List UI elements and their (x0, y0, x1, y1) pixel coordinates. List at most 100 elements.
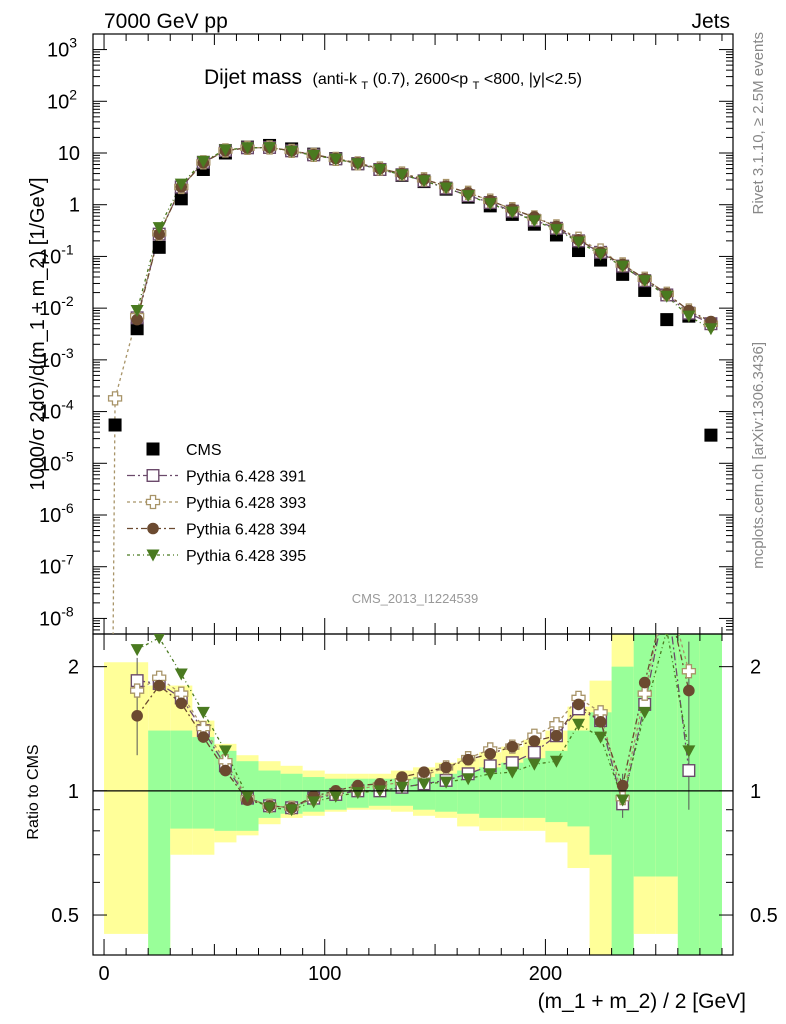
ratio-point-p394 (440, 761, 452, 774)
ratio-point-p395 (153, 634, 165, 645)
ratio-point-p393 (129, 683, 145, 698)
point-p395 (682, 310, 696, 323)
point-p395 (417, 175, 431, 188)
point-p395 (616, 260, 630, 273)
point-p395 (549, 224, 563, 237)
point-p395 (240, 142, 254, 155)
y-tick-label: 1 (69, 195, 80, 217)
ratio-point-p395 (682, 745, 696, 758)
ratio-y-tick-label: 1 (68, 781, 79, 803)
legend-marker-p395 (146, 549, 160, 562)
title-cut-a-sub: T (361, 80, 368, 92)
title-cut-b-sub: T (473, 80, 480, 92)
main-y-axis: 10-8 10-7 10-6 10-5 10-4 10-3 10-2 10-1 1 10 102 10… (39, 33, 733, 635)
ratio-point-p395 (483, 768, 497, 781)
point-cms (704, 428, 718, 442)
ratio-point-p395 (665, 634, 669, 637)
inner-band-bin (479, 767, 502, 818)
series-line-p393-tail (112, 398, 116, 634)
ratio-point-p395 (439, 776, 453, 789)
plot-title: Dijet mass (anti-k T (0.7), 2600<p T <80… (204, 66, 582, 93)
x-tick-label: 100 (308, 963, 341, 985)
point-p395 (373, 163, 387, 176)
ratio-point-p395 (417, 778, 431, 791)
point-p395 (594, 248, 608, 261)
ratio-point-p394 (572, 698, 585, 711)
ratio-y-tick-label-right: 2 (750, 657, 761, 679)
ratio-point-p394 (396, 771, 408, 783)
ratio-point-p393 (637, 686, 652, 701)
point-p395 (483, 198, 497, 211)
inner-band-bin (457, 770, 480, 814)
ratio-point-p394 (175, 697, 188, 710)
point-p395 (130, 305, 144, 318)
point-cms (660, 313, 674, 327)
ratio-point-p395 (594, 731, 608, 744)
ratio-point-p395 (240, 790, 254, 803)
legend: CMS Pythia 6.428 391 Pythia 6.428 393 Pythi… (127, 442, 306, 565)
point-p395 (572, 236, 586, 249)
point-p395 (196, 155, 210, 168)
point-p395 (395, 169, 409, 182)
rivet-label: Rivet 3.1.10, ≥ 2.5M events (750, 32, 767, 215)
ratio-point-p394 (550, 729, 563, 742)
y-tick-label: 10-3 (39, 345, 74, 372)
ratio-point-p391 (661, 588, 673, 600)
series-line-p393 (114, 146, 712, 399)
ratio-point-p395 (174, 668, 188, 681)
ratio-point-p393 (660, 582, 673, 595)
analysis-watermark: CMS_2013_I1224539 (352, 591, 479, 606)
ratio-point-p394 (219, 764, 232, 777)
x-tick-label: 0 (98, 963, 109, 985)
point-p395 (660, 290, 674, 303)
inner-band-bin (699, 634, 722, 955)
ratio-y-tick-label: 2 (68, 657, 79, 679)
point-p395 (152, 222, 166, 235)
point-cms (174, 192, 188, 206)
ratio-point-p394 (638, 676, 651, 689)
ratio-point-p395 (263, 802, 277, 815)
ratio-point-p394 (506, 740, 519, 753)
ratio-point-p395 (351, 787, 365, 800)
inner-band-bin (148, 730, 171, 955)
ratio-point-p395 (527, 758, 541, 771)
inner-band-bin (655, 634, 678, 877)
ratio-y-label: Ratio to CMS (25, 744, 42, 839)
y-tick-label: 102 (47, 86, 77, 113)
ratio-point-p395 (395, 781, 409, 794)
point-p393 (107, 391, 123, 406)
x-tick-label: 200 (529, 963, 562, 985)
inner-band-bin (545, 750, 568, 823)
ratio-point-p395 (285, 804, 299, 817)
outer-band-bin (104, 662, 149, 934)
ratio-point-p393 (549, 717, 564, 732)
legend-marker-cms (146, 442, 160, 456)
ratio-point-p395 (329, 790, 343, 803)
ratio-y-tick-label-right: 1 (750, 781, 761, 803)
legend-label-p395: Pythia 6.428 395 (186, 548, 306, 565)
point-p395 (218, 144, 232, 157)
point-p395 (638, 275, 652, 288)
ratio-point-p395 (572, 718, 586, 731)
legend-label-p391: Pythia 6.428 391 (186, 469, 306, 486)
point-cms (130, 322, 144, 336)
header-left: 7000 GeV pp (104, 10, 228, 33)
y-tick-label: 10-6 (39, 500, 74, 527)
ratio-point-p395 (638, 706, 652, 719)
ratio-y-tick-label: 0.5 (51, 905, 79, 927)
ratio-point-p394 (153, 679, 166, 692)
ratio-point-p391 (527, 745, 541, 759)
ratio-point-p394 (462, 753, 474, 766)
title-cut-a: (anti-k (312, 71, 357, 88)
point-p394 (131, 313, 143, 326)
ratio-point-p394 (484, 747, 497, 760)
y-tick-label: 10-2 (39, 293, 74, 320)
legend-label-p393: Pythia 6.428 393 (186, 495, 306, 512)
point-p395 (329, 153, 343, 166)
series-line-p395 (136, 146, 712, 330)
ratio-point-p394 (131, 710, 143, 722)
point-p395 (351, 158, 365, 171)
legend-label-p394: Pythia 6.428 394 (186, 522, 306, 539)
inner-band-bin (589, 712, 612, 855)
